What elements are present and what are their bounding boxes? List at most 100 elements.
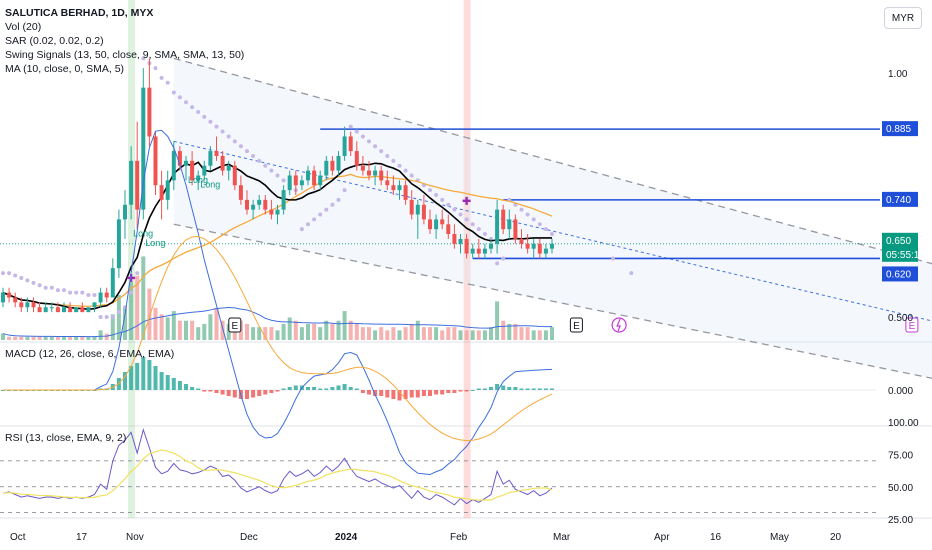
macd-histogram-bar xyxy=(440,390,445,395)
volume-bar xyxy=(74,336,79,340)
sar-dot xyxy=(312,217,317,222)
candle-body xyxy=(397,185,402,191)
macd-histogram-bar xyxy=(330,387,335,390)
sar-dot xyxy=(19,275,24,280)
sar-dot xyxy=(226,134,231,139)
sar-dot xyxy=(86,293,91,298)
candle-body xyxy=(257,199,262,205)
sar-dot xyxy=(208,119,213,124)
volume-bar xyxy=(171,311,176,340)
volume-bar xyxy=(434,327,439,340)
future-earnings-marker xyxy=(905,317,919,333)
candle-body xyxy=(482,248,487,254)
candle-body xyxy=(202,165,207,176)
volume-bar xyxy=(220,320,225,340)
candle-body xyxy=(299,180,304,186)
candle-body xyxy=(476,248,481,254)
candle-body xyxy=(513,219,518,239)
time-axis-label: May xyxy=(770,532,789,543)
sar-dot xyxy=(55,288,60,293)
candle-body xyxy=(232,165,237,186)
sar-dot xyxy=(269,168,274,173)
candle-body xyxy=(428,219,432,230)
candle-body xyxy=(434,219,439,230)
candle-body xyxy=(293,175,298,186)
macd-histogram-bar xyxy=(165,375,170,390)
dividend-marker xyxy=(611,317,627,333)
sar-dot xyxy=(263,163,268,168)
volume-bar xyxy=(360,327,365,340)
legend-swing-signals[interactable]: Swing Signals (13, 50, close, 9, SMA, SM… xyxy=(5,49,245,61)
volume-bar xyxy=(428,327,432,340)
candle-body xyxy=(507,219,512,230)
sar-dot xyxy=(318,212,323,217)
volume-bar xyxy=(330,323,335,340)
macd-histogram-bar xyxy=(153,366,158,390)
macd-pane[interactable] xyxy=(0,129,876,476)
volume-bar xyxy=(348,320,353,340)
volume-bar xyxy=(421,327,426,340)
time-axis-label: 2024 xyxy=(335,532,358,543)
candle-body xyxy=(550,243,554,249)
candle-body xyxy=(458,238,463,244)
sar-dot xyxy=(257,158,262,163)
legend-macd[interactable]: MACD (12, 26, close, 6, EMA, EMA) xyxy=(5,348,175,360)
sar-dot xyxy=(543,227,548,232)
macd-histogram-bar xyxy=(367,390,371,395)
sar-dot xyxy=(177,95,182,100)
macd-histogram-bar xyxy=(184,384,188,390)
candle-body xyxy=(306,170,310,181)
macd-histogram-bar xyxy=(519,388,524,390)
time-axis-label: 17 xyxy=(76,532,88,543)
macd-histogram-bar xyxy=(543,388,548,390)
sar-dot xyxy=(153,66,158,71)
candle-body xyxy=(86,307,91,313)
future-earnings-label: E xyxy=(909,321,916,332)
volume-bar xyxy=(446,327,451,340)
volume-bar xyxy=(116,295,121,340)
candle-body xyxy=(159,185,164,200)
rsi-pane[interactable] xyxy=(0,428,876,514)
legend-volume[interactable]: Vol (20) xyxy=(5,21,42,33)
macd-histogram-bar xyxy=(336,385,341,390)
legend-sar[interactable]: SAR (0.02, 0.02, 0.2) xyxy=(5,35,104,47)
candle-body xyxy=(287,175,292,191)
sar-dot xyxy=(330,202,335,207)
macd-signal-line xyxy=(3,235,553,442)
currency-button[interactable]: MYR xyxy=(884,7,922,29)
volume-bar xyxy=(251,327,256,340)
volume-bar xyxy=(293,320,298,340)
macd-histogram-bar xyxy=(318,388,323,390)
sar-dot xyxy=(141,56,146,61)
macd-histogram-bar xyxy=(123,372,127,390)
symbol-title[interactable]: SALUTICA BERHAD, 1D, MYX xyxy=(5,7,154,19)
sar-dot xyxy=(397,163,402,168)
sar-dot xyxy=(611,256,615,261)
volume-bar xyxy=(397,330,402,340)
volume-bar xyxy=(43,336,48,340)
channel-middle-line xyxy=(173,140,932,322)
volume-bar xyxy=(275,330,280,340)
macd-histogram-bar xyxy=(428,390,432,396)
sar-dot xyxy=(299,227,304,232)
sar-dot xyxy=(43,285,48,290)
candle-body xyxy=(141,87,146,210)
macd-histogram-bar xyxy=(141,357,146,390)
volume-bar xyxy=(440,330,445,340)
sar-dot xyxy=(360,134,365,139)
price-tag xyxy=(882,232,918,248)
volume-bar xyxy=(25,336,30,340)
sar-dot xyxy=(550,232,554,237)
macd-histogram-bar xyxy=(452,390,457,393)
sar-dot xyxy=(336,197,341,202)
sar-dot xyxy=(159,75,164,80)
legend-rsi[interactable]: RSI (13, close, EMA, 9, 2) xyxy=(5,432,127,444)
sar-dot xyxy=(373,144,378,149)
legend-ma[interactable]: MA (10, close, 0, SMA, 5) xyxy=(5,63,125,75)
volume-bar xyxy=(336,320,341,340)
macd-histogram-bar xyxy=(324,388,329,390)
price-tag-label: 0.650 xyxy=(886,236,911,247)
sar-dot xyxy=(232,139,237,144)
